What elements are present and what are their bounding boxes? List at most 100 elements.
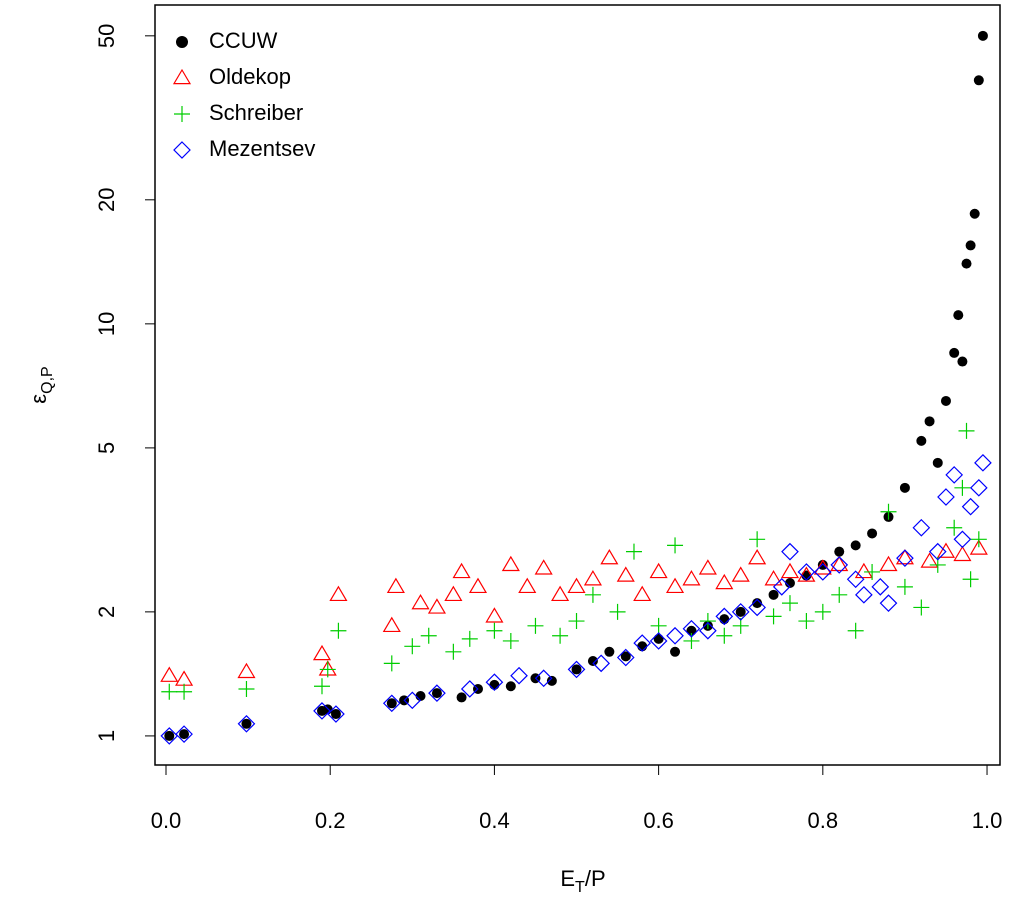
point (682, 570, 701, 586)
point (505, 681, 516, 692)
point (510, 666, 528, 685)
point (765, 608, 782, 625)
point (752, 598, 763, 609)
point (637, 641, 648, 652)
point (330, 622, 347, 639)
point (172, 68, 192, 85)
point (961, 497, 980, 516)
point (653, 633, 664, 644)
x-tick-label: 1.0 (972, 808, 1003, 833)
point (313, 702, 331, 720)
point (970, 531, 987, 548)
y-tick-label: 50 (94, 24, 119, 48)
point (879, 555, 898, 572)
point (587, 655, 598, 666)
point (501, 555, 520, 572)
point (764, 570, 783, 586)
point (784, 578, 795, 589)
point (686, 625, 697, 636)
point (161, 683, 178, 700)
point (814, 603, 831, 620)
point (965, 240, 976, 251)
point (502, 632, 519, 649)
point (568, 613, 585, 630)
x-axis-title: ET/P (560, 866, 605, 896)
point (719, 614, 730, 625)
point (932, 457, 943, 468)
point (974, 453, 992, 472)
point (735, 606, 746, 617)
point (699, 621, 717, 640)
point (176, 36, 188, 48)
point (920, 552, 939, 568)
point (237, 714, 256, 733)
point (633, 634, 652, 652)
point (666, 626, 684, 645)
point (386, 698, 397, 709)
point (871, 578, 890, 596)
point (604, 646, 615, 657)
point (584, 586, 601, 603)
point (468, 577, 488, 594)
point (682, 619, 701, 638)
point (834, 546, 845, 557)
point (847, 622, 864, 639)
point (649, 562, 668, 579)
point (748, 598, 766, 617)
point (600, 548, 619, 565)
point (880, 503, 897, 520)
legend-label: Oldekop (209, 64, 291, 89)
legend-label: CCUW (209, 28, 278, 53)
point (461, 630, 478, 647)
y-tick-label: 10 (94, 312, 119, 336)
point (382, 616, 401, 633)
point (731, 566, 750, 582)
y-tick-label: 5 (94, 442, 119, 454)
point (164, 730, 175, 741)
point (571, 664, 582, 675)
point (731, 603, 750, 621)
point (552, 627, 569, 644)
point (949, 347, 960, 358)
point (431, 688, 442, 699)
point (327, 705, 345, 723)
x-tick-label: 0.0 (151, 808, 182, 833)
point (237, 662, 256, 679)
point (238, 680, 255, 697)
point (797, 563, 816, 581)
point (945, 466, 964, 484)
point (428, 684, 446, 702)
point (797, 566, 816, 582)
point (649, 632, 668, 650)
point (625, 543, 642, 560)
point (583, 570, 602, 586)
point (534, 559, 553, 575)
point (961, 258, 972, 269)
point (781, 595, 798, 612)
point (946, 519, 963, 536)
point (620, 651, 631, 662)
point (977, 30, 988, 41)
point (749, 531, 766, 548)
point (489, 679, 500, 690)
y-title-sub: Q,P (39, 366, 56, 394)
point (715, 573, 734, 590)
x-tick-label: 0.2 (315, 808, 346, 833)
point (969, 539, 988, 555)
x-title-main: E (560, 866, 575, 891)
point (420, 627, 437, 644)
x-title-sub: T (575, 879, 585, 896)
point (592, 654, 610, 673)
point (456, 692, 467, 703)
point (962, 571, 979, 588)
point (896, 549, 914, 568)
point (411, 593, 430, 610)
point (534, 669, 553, 688)
point (683, 632, 700, 649)
point (241, 718, 252, 729)
point (850, 540, 861, 551)
legend-label: Mezentsev (209, 136, 315, 161)
y-tick-label: 1 (94, 730, 119, 742)
point (160, 727, 179, 745)
point (954, 479, 971, 496)
